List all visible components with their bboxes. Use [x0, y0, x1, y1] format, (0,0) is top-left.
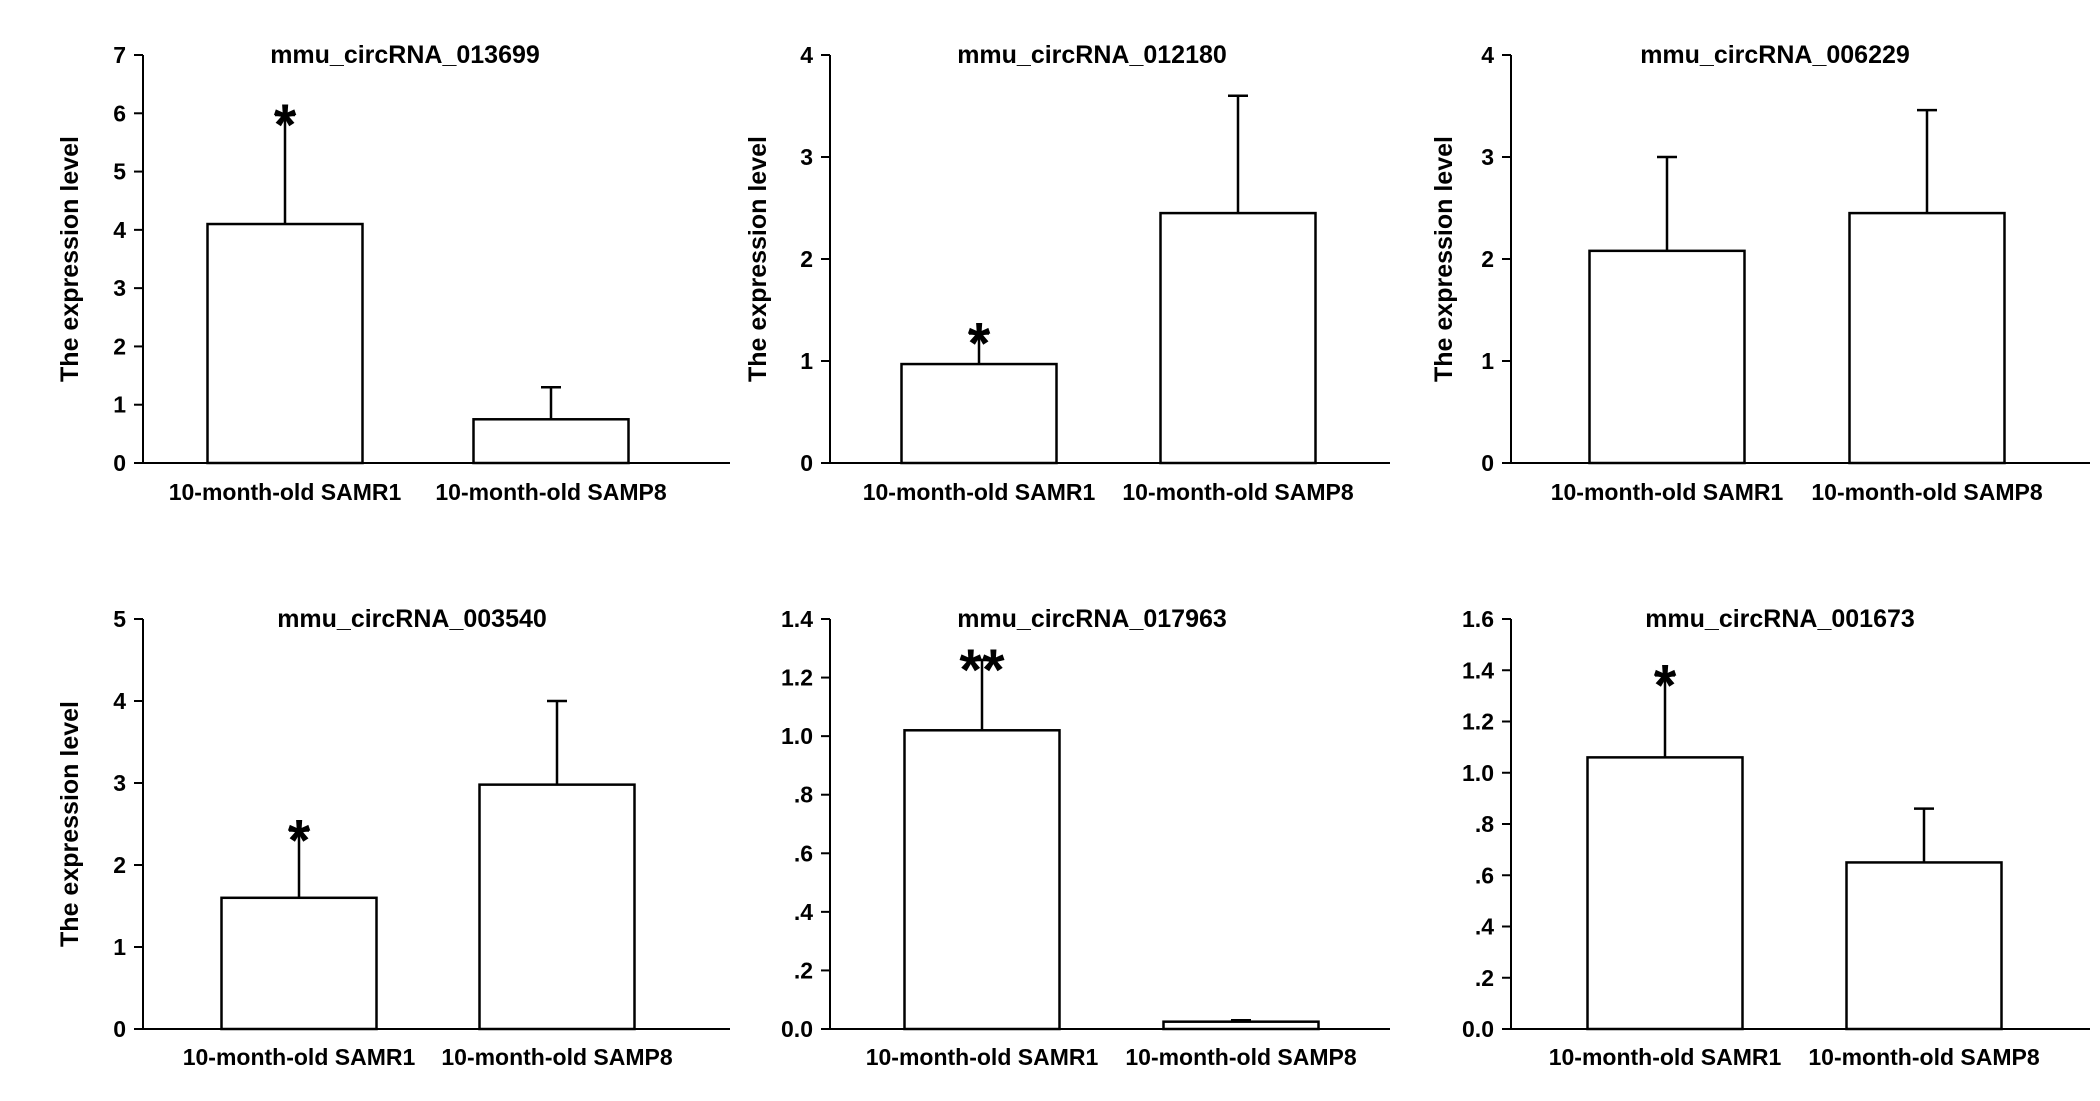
y-tick-label: 4 [113, 217, 126, 243]
y-tick-label: 3 [113, 275, 126, 301]
bar [1586, 756, 1744, 1031]
x-category-label: 10-month-old SAMR1 [863, 479, 1096, 505]
y-tick-label: 1 [113, 934, 126, 960]
y-tick-label: 1 [113, 392, 126, 418]
y-tick-label: 0.0 [1462, 1016, 1494, 1042]
y-tick-label: 3 [800, 144, 813, 170]
panel-title: mmu_circRNA_017963 [957, 605, 1227, 633]
y-tick-label: 4 [113, 688, 126, 714]
bar [1845, 861, 2003, 1031]
bar [900, 362, 1058, 465]
y-tick-label: 2 [113, 333, 126, 359]
y-tick-label: 0 [113, 450, 126, 476]
significance-marker: * [968, 311, 991, 376]
x-category-label: 10-month-old SAMR1 [169, 479, 402, 505]
x-category-label: 10-month-old SAMP8 [1808, 1044, 2039, 1070]
y-tick-label: .2 [794, 957, 813, 983]
y-tick-label: 1.2 [1462, 709, 1494, 735]
y-tick-label: 1.0 [781, 723, 813, 749]
y-tick-label: .4 [794, 899, 813, 925]
y-tick-label: 7 [113, 42, 126, 68]
panel-title: mmu_circRNA_013699 [270, 41, 540, 69]
x-category-label: 10-month-old SAMP8 [435, 479, 666, 505]
panel-title: mmu_circRNA_012180 [957, 41, 1227, 69]
y-tick-label: 1.2 [781, 665, 813, 691]
y-tick-label: .2 [1475, 965, 1494, 991]
y-tick-label: 0 [113, 1016, 126, 1042]
x-category-label: 10-month-old SAMR1 [1551, 479, 1784, 505]
y-tick-label: .8 [794, 782, 813, 808]
significance-marker: * [1654, 653, 1677, 718]
y-tick-label: 1.4 [1462, 657, 1494, 683]
x-category-label: 10-month-old SAMR1 [1549, 1044, 1782, 1070]
significance-marker: * [274, 93, 297, 158]
y-tick-label: 1.4 [781, 606, 813, 632]
bar [220, 896, 378, 1031]
y-tick-label: 2 [800, 246, 813, 272]
panel-title: mmu_circRNA_003540 [277, 605, 547, 633]
y-tick-label: 0 [1481, 450, 1494, 476]
y-tick-label: 5 [113, 606, 126, 632]
y-tick-label: 0.0 [781, 1016, 813, 1042]
y-tick-label: 4 [800, 42, 813, 68]
bar [1588, 249, 1746, 465]
y-tick-label: .6 [1475, 862, 1494, 888]
y-tick-label: .8 [1475, 811, 1494, 837]
y-tick-label: 1 [800, 348, 813, 374]
y-tick-label: 1.0 [1462, 760, 1494, 786]
bar [1848, 211, 2006, 465]
x-category-label: 10-month-old SAMP8 [1122, 479, 1353, 505]
y-axis-label: The expression level [744, 136, 772, 382]
significance-marker: * [288, 809, 311, 874]
y-axis-label: The expression level [56, 701, 84, 947]
bar [1159, 211, 1317, 465]
y-tick-label: 3 [113, 770, 126, 796]
x-category-label: 10-month-old SAMR1 [866, 1044, 1099, 1070]
y-tick-label: 5 [113, 159, 126, 185]
bar [478, 783, 636, 1031]
y-tick-label: .4 [1475, 914, 1494, 940]
y-tick-label: 0 [800, 450, 813, 476]
y-tick-label: 2 [1481, 246, 1494, 272]
y-tick-label: 4 [1481, 42, 1494, 68]
x-category-label: 10-month-old SAMR1 [183, 1044, 416, 1070]
y-tick-label: 3 [1481, 144, 1494, 170]
y-axis-label: The expression level [56, 136, 84, 382]
y-axis-label: The expression level [1430, 136, 1458, 382]
y-tick-label: 2 [113, 852, 126, 878]
y-tick-label: 6 [113, 100, 126, 126]
x-category-label: 10-month-old SAMP8 [441, 1044, 672, 1070]
panel-title: mmu_circRNA_006229 [1640, 41, 1910, 69]
x-category-label: 10-month-old SAMP8 [1811, 479, 2042, 505]
bar [1162, 1020, 1320, 1031]
y-tick-label: 1.6 [1462, 606, 1494, 632]
bar [472, 418, 630, 465]
bar [903, 729, 1061, 1031]
bar [206, 222, 364, 465]
y-tick-label: .6 [794, 840, 813, 866]
panel-title: mmu_circRNA_001673 [1645, 605, 1915, 633]
y-tick-label: 1 [1481, 348, 1494, 374]
significance-marker: ** [959, 638, 1005, 703]
x-category-label: 10-month-old SAMP8 [1125, 1044, 1356, 1070]
